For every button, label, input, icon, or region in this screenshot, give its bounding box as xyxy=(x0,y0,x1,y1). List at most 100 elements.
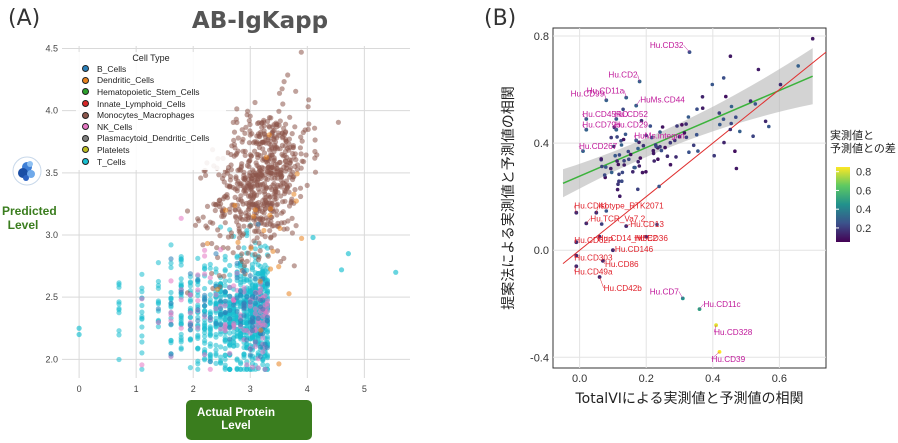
point-label: Hu.CD29 xyxy=(614,121,648,130)
data-point-T_Cells xyxy=(207,325,213,331)
data-point-Monocytes_Macrophages xyxy=(305,104,311,110)
data-point xyxy=(663,145,667,150)
data-point-Monocytes_Macrophages xyxy=(291,174,297,180)
data-point-B_Cells xyxy=(187,271,193,277)
data-point-T_Cells xyxy=(207,297,213,303)
data-point-labeled xyxy=(604,98,609,103)
data-point-B_Cells xyxy=(234,275,240,281)
data-point-NK_Cells xyxy=(178,297,184,303)
label-leader xyxy=(586,218,591,224)
data-point xyxy=(627,157,631,162)
data-point-Monocytes_Macrophages xyxy=(292,124,298,130)
data-point xyxy=(636,146,640,151)
data-point-B_Cells xyxy=(247,352,253,358)
data-point-Monocytes_Macrophages xyxy=(235,244,242,251)
data-point-T_Cells xyxy=(202,266,208,272)
data-point-T_Cells xyxy=(262,268,268,274)
data-point-T_Cells xyxy=(155,282,161,289)
data-point-T_Cells xyxy=(155,324,161,330)
data-point-Dendritic_Cells xyxy=(248,245,254,251)
data-point-T_Cells xyxy=(238,282,244,288)
data-point-Monocytes_Macrophages xyxy=(305,126,311,132)
data-point-T_Cells xyxy=(139,309,145,315)
data-point-Monocytes_Macrophages xyxy=(257,216,263,222)
data-point-T_Cells xyxy=(262,243,268,249)
data-point-Monocytes_Macrophages xyxy=(239,251,245,257)
data-point-B_Cells xyxy=(218,311,224,317)
point-label: Hu.CD2 xyxy=(608,71,638,80)
data-point-Monocytes_Macrophages xyxy=(246,140,252,146)
data-point-B_Cells xyxy=(231,302,237,308)
data-point-T_Cells xyxy=(207,265,213,271)
colorbar-tick-3: 0.8 xyxy=(856,167,871,179)
data-point-Monocytes_Macrophages xyxy=(287,167,293,173)
data-point-T_Cells xyxy=(207,331,213,337)
predicted-level-label: Predicted Level xyxy=(2,204,57,232)
data-point-Monocytes_Macrophages xyxy=(251,202,257,208)
data-point-Monocytes_Macrophages xyxy=(298,49,304,55)
data-point xyxy=(640,170,645,175)
data-point-Monocytes_Macrophages xyxy=(227,209,233,215)
data-point-T_Cells xyxy=(213,360,219,366)
data-point-T_Cells xyxy=(218,360,224,366)
data-point xyxy=(717,111,722,115)
data-point-B_Cells xyxy=(168,321,174,327)
data-point-T_Cells xyxy=(260,272,266,278)
data-point xyxy=(600,164,604,169)
data-point-T_Cells xyxy=(207,352,213,358)
data-point-Monocytes_Macrophages xyxy=(262,221,268,227)
data-point-labeled xyxy=(624,224,629,229)
data-point-B_Cells xyxy=(264,345,270,351)
data-point-Monocytes_Macrophages xyxy=(225,234,231,240)
data-point-T_Cells xyxy=(244,341,250,347)
data-point-NK_Cells xyxy=(187,292,193,298)
data-point-Monocytes_Macrophages xyxy=(297,145,303,151)
data-point-B_Cells xyxy=(234,260,240,266)
data-point xyxy=(639,118,644,123)
data-point-NK_Cells xyxy=(257,289,264,295)
data-point-Dendritic_Cells xyxy=(291,191,297,197)
data-point-Monocytes_Macrophages xyxy=(261,210,267,216)
data-point-Dendritic_Cells xyxy=(235,239,241,245)
data-point-Monocytes_Macrophages xyxy=(257,182,263,188)
data-point-T_Cells xyxy=(213,334,219,340)
data-point xyxy=(615,187,620,192)
data-point-NK_Cells xyxy=(260,349,266,355)
data-point-Dendritic_Cells xyxy=(270,248,276,254)
data-point-Monocytes_Macrophages xyxy=(303,152,309,158)
data-point xyxy=(734,166,739,171)
data-point-T_Cells xyxy=(222,278,228,284)
data-point-Monocytes_Macrophages xyxy=(283,138,289,144)
data-point-B_Cells xyxy=(218,298,224,304)
data-point xyxy=(648,124,653,128)
data-point-T_Cells xyxy=(260,362,266,368)
legend-label: Platelets xyxy=(97,144,130,155)
data-point xyxy=(617,179,621,183)
data-point-Monocytes_Macrophages xyxy=(277,118,283,124)
data-point-Monocytes_Macrophages xyxy=(282,198,288,204)
data-point-B_Cells xyxy=(252,295,258,301)
data-point-T_Cells xyxy=(227,320,233,326)
data-point xyxy=(615,135,619,139)
regression-line xyxy=(562,75,813,184)
legend-item: Plasmacytoid_Dendritic_Cells xyxy=(76,133,226,145)
data-point-T_Cells xyxy=(257,263,264,270)
data-point-T_Cells xyxy=(213,352,219,358)
data-point-NK_Cells xyxy=(260,322,266,328)
data-point-T_Cells xyxy=(247,289,253,295)
data-point xyxy=(651,151,656,156)
data-point-Monocytes_Macrophages xyxy=(258,202,264,208)
data-point-T_Cells xyxy=(249,334,256,340)
data-point-Monocytes_Macrophages xyxy=(203,172,209,178)
data-point-Monocytes_Macrophages xyxy=(247,132,253,138)
data-point-T_Cells xyxy=(139,333,145,339)
data-point-Monocytes_Macrophages xyxy=(257,189,263,195)
point-label: Hu.CD328 xyxy=(714,328,753,337)
data-point-B_Cells xyxy=(255,315,261,321)
data-point-Monocytes_Macrophages xyxy=(287,145,293,151)
data-point-T_Cells xyxy=(222,345,228,352)
panel-a-y-tick-0: 2.0 xyxy=(45,354,58,364)
data-point-Monocytes_Macrophages xyxy=(252,99,258,106)
panel-a-letter: (A) xyxy=(8,6,41,31)
label-leader xyxy=(626,223,631,227)
